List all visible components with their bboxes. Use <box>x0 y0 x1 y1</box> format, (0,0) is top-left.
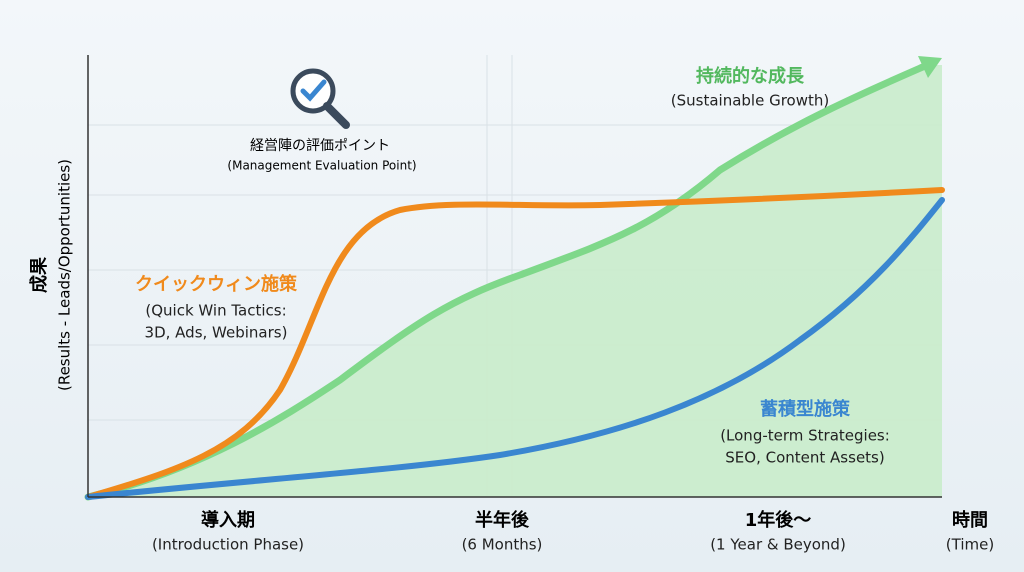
x-label-title: 半年後 <box>475 509 530 531</box>
growth-title: 持続的な成長 <box>696 65 805 87</box>
quick-win-title: クイックウィン施策 <box>135 273 298 295</box>
x-label-title: 導入期 <box>201 509 255 531</box>
long-term-title: 蓄積型施策 <box>760 398 851 420</box>
x-label-subtitle: (Introduction Phase) <box>152 536 304 554</box>
growth-arrow <box>918 56 942 78</box>
x-label-title: 時間 <box>952 510 988 531</box>
quick-win-line: 3D, Ads, Webinars) <box>145 324 288 342</box>
x-labels: 導入期 (Introduction Phase) 半年後 (6 Months) … <box>152 509 994 554</box>
evaluation-subtitle: (Management Evaluation Point) <box>227 159 416 173</box>
growth-area <box>88 65 942 497</box>
x-label-subtitle: (6 Months) <box>462 536 543 554</box>
y-axis-title: 成果 <box>28 256 50 293</box>
quick-win-line: (Quick Win Tactics: <box>145 302 286 320</box>
growth-subtitle: (Sustainable Growth) <box>671 92 829 110</box>
long-term-line: (Long-term Strategies: <box>720 427 890 445</box>
x-label-subtitle: (Time) <box>946 536 994 554</box>
x-label-title: 1年後～ <box>745 509 812 531</box>
quick-win-line <box>85 187 945 500</box>
evaluation-title: 経営陣の評価ポイント <box>250 138 390 154</box>
long-term-line: SEO, Content Assets) <box>725 449 884 467</box>
y-axis-subtitle: (Results - Leads/Opportunities) <box>56 159 74 391</box>
evaluation-icon <box>290 68 350 129</box>
x-label-subtitle: (1 Year & Beyond) <box>710 536 846 554</box>
long-term-line <box>85 197 945 500</box>
growth-line <box>84 62 929 501</box>
y-axis-label: 成果 (Results - Leads/Opportunities) <box>28 159 74 391</box>
